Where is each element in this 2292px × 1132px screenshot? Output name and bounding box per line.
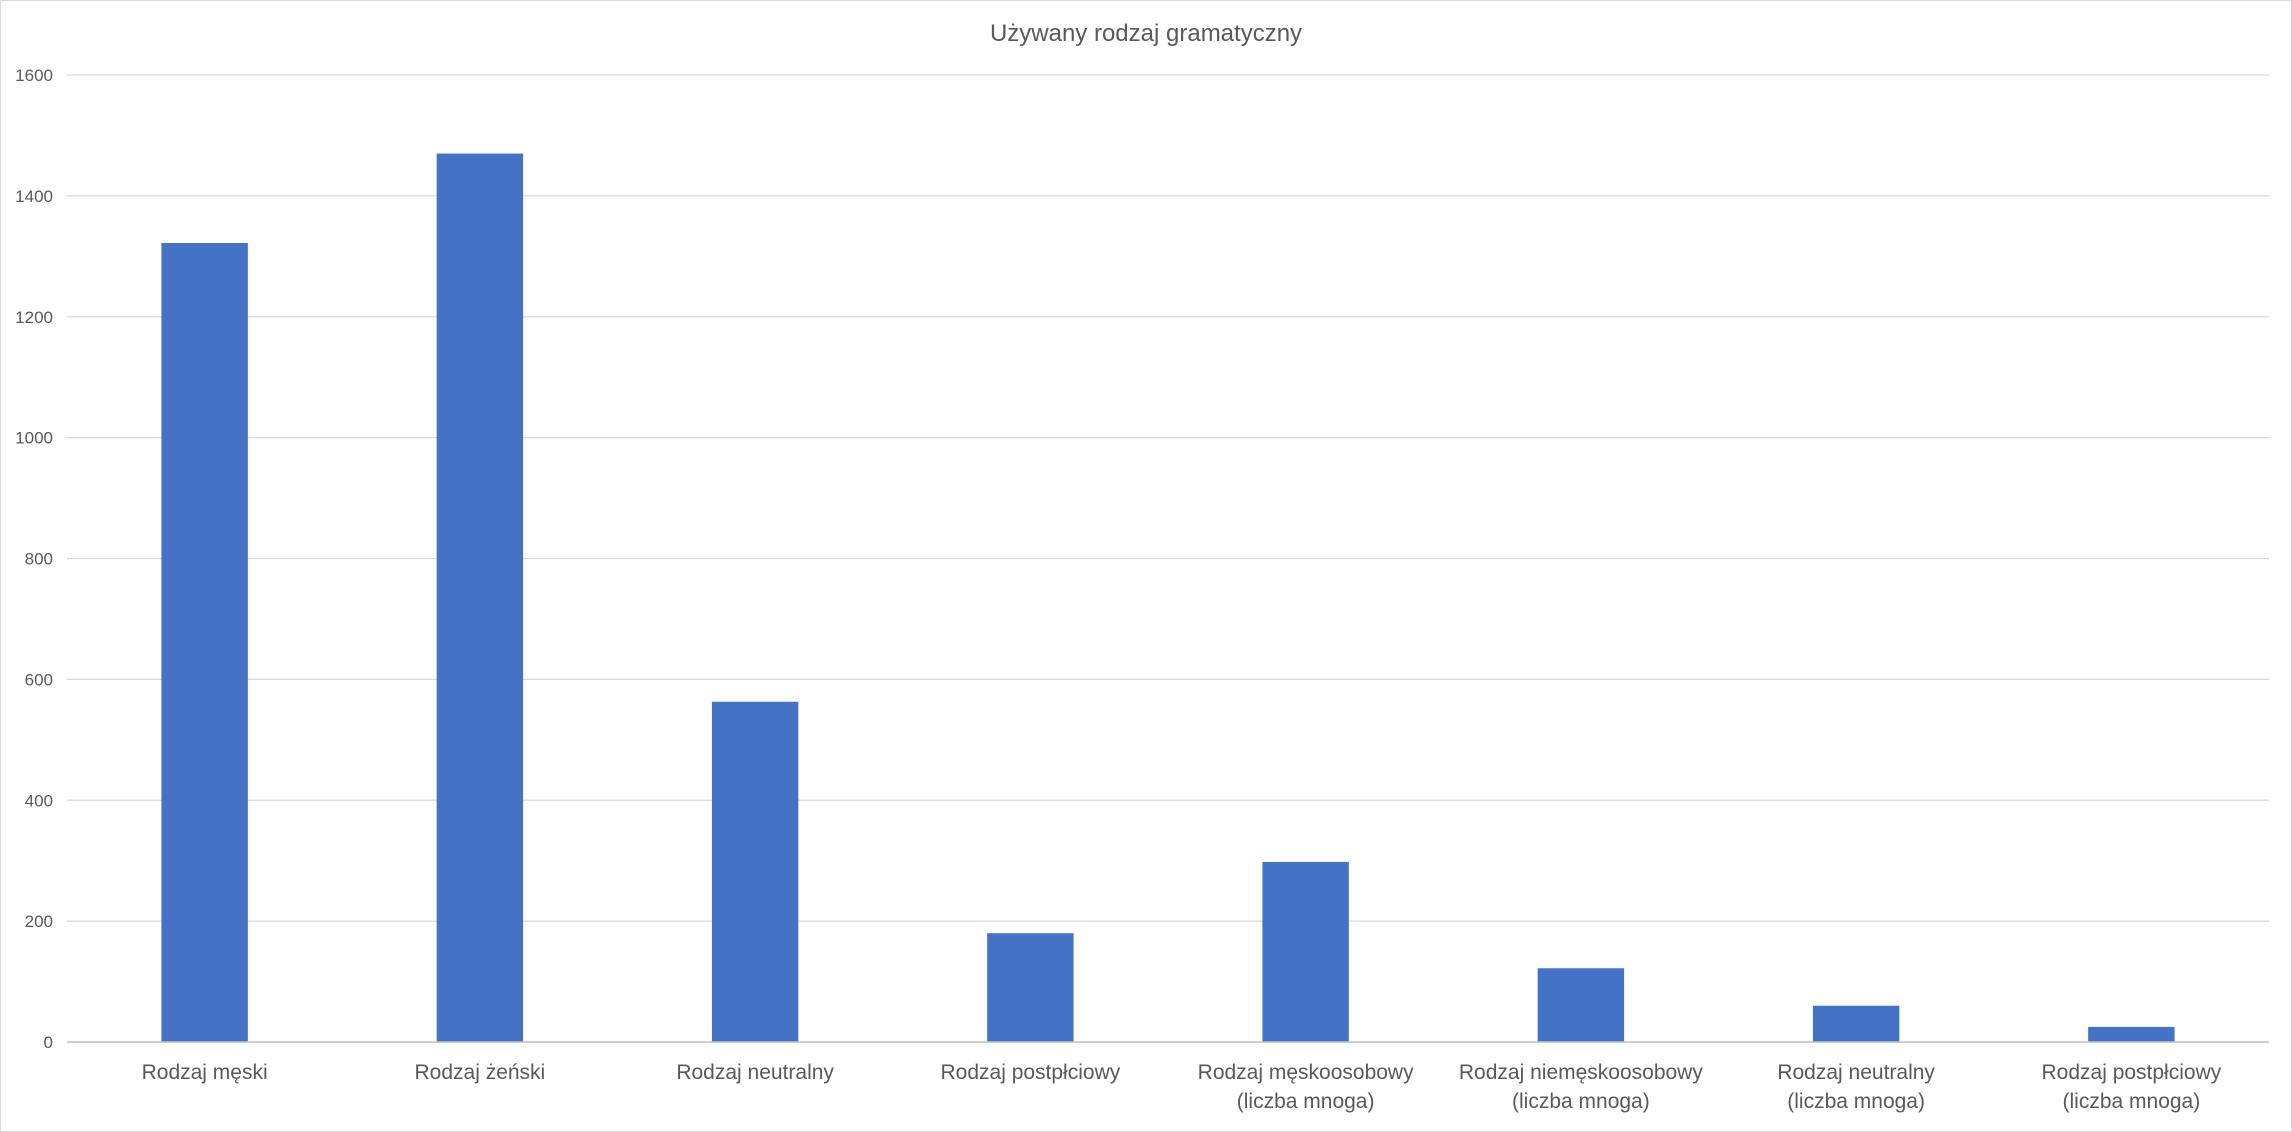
y-tick-label: 800: [25, 550, 53, 569]
x-category-label: (liczba mnoga): [1787, 1090, 1925, 1113]
x-category-label: Rodzaj neutralny: [676, 1061, 834, 1084]
bar: [2088, 1026, 2175, 1042]
y-tick-label: 200: [25, 912, 53, 931]
x-axis-categories: Rodzaj męski Rodzaj żeński Rodzaj neutraln…: [142, 1061, 2222, 1113]
bar: [711, 701, 799, 1042]
bar: [436, 153, 524, 1043]
x-category-label: (liczba mnoga): [2063, 1090, 2201, 1113]
y-tick-label: 1600: [15, 66, 53, 85]
y-tick-label: 1200: [15, 308, 53, 327]
bar: [1537, 968, 1625, 1042]
y-tick-label: 0: [44, 1033, 53, 1052]
y-tick-label: 400: [25, 791, 53, 810]
x-category-label: Rodzaj żeński: [415, 1061, 546, 1084]
chart-title: Używany rodzaj gramatyczny: [990, 20, 1302, 47]
y-axis-ticks: 0 200 400 600 800 1000 1200 1400 1600: [15, 66, 53, 1052]
x-category-label: (liczba mnoga): [1237, 1090, 1375, 1113]
gridlines: [67, 74, 2269, 922]
x-category-label: Rodzaj męskoosobowy: [1198, 1061, 1414, 1084]
y-tick-label: 1000: [15, 429, 53, 448]
y-tick-label: 600: [25, 670, 53, 689]
bar: [987, 933, 1074, 1042]
bar: [1262, 861, 1349, 1042]
x-category-label: (liczba mnoga): [1512, 1090, 1650, 1113]
x-category-label: Rodzaj postpłciowy: [2041, 1061, 2221, 1084]
bar: [1812, 1005, 1900, 1042]
bars: [161, 153, 2175, 1043]
x-category-label: Rodzaj męski: [142, 1061, 268, 1084]
y-tick-label: 1400: [15, 187, 53, 206]
x-category-label: Rodzaj niemęskoosobowy: [1459, 1061, 1703, 1084]
x-category-label: Rodzaj postpłciowy: [940, 1061, 1120, 1084]
bar: [161, 243, 248, 1043]
x-category-label: Rodzaj neutralny: [1777, 1061, 1935, 1084]
